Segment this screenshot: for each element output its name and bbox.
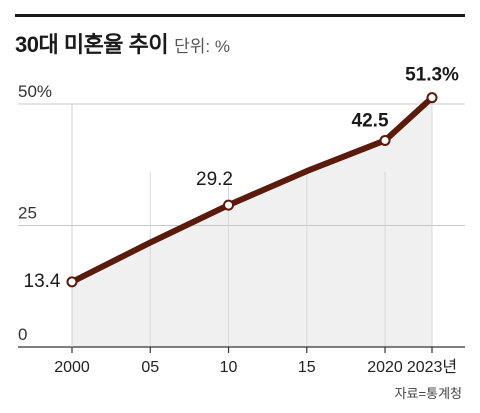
data-point-2023: [426, 92, 438, 104]
x-tick-label-2020: 2020: [367, 359, 403, 376]
data-label-2023: 51.3%: [405, 65, 459, 86]
source-note: 자료=통계청: [394, 386, 462, 401]
area-fill: [72, 97, 432, 347]
data-point-2020: [379, 134, 391, 146]
x-tick-label-2005: 05: [141, 359, 159, 376]
data-point-2000: [66, 276, 78, 288]
unit-label: 단위: %: [174, 37, 230, 56]
data-label-2020: 42.5: [352, 110, 389, 131]
chart-title: 30대 미혼율 추이: [15, 32, 169, 57]
x-tick-label-2015: 15: [298, 359, 316, 376]
data-label-2000: 13.4: [24, 271, 61, 292]
series-line: [69, 94, 435, 285]
data-point-2010: [223, 199, 235, 211]
y-tick-label-0: 0: [18, 325, 27, 344]
x-tick-label-2023: 2023년: [407, 358, 457, 376]
chart-title-block: 30대 미혼율 추이 단위: %: [15, 27, 230, 59]
data-label-2010: 29.2: [196, 169, 233, 190]
x-tick-label-2010: 10: [220, 359, 238, 376]
x-tick-label-2000: 2000: [54, 359, 90, 376]
y-tick-label-25: 25: [18, 204, 37, 223]
top-rule: [15, 14, 465, 17]
y-tick-label-50: 50%: [18, 82, 52, 101]
